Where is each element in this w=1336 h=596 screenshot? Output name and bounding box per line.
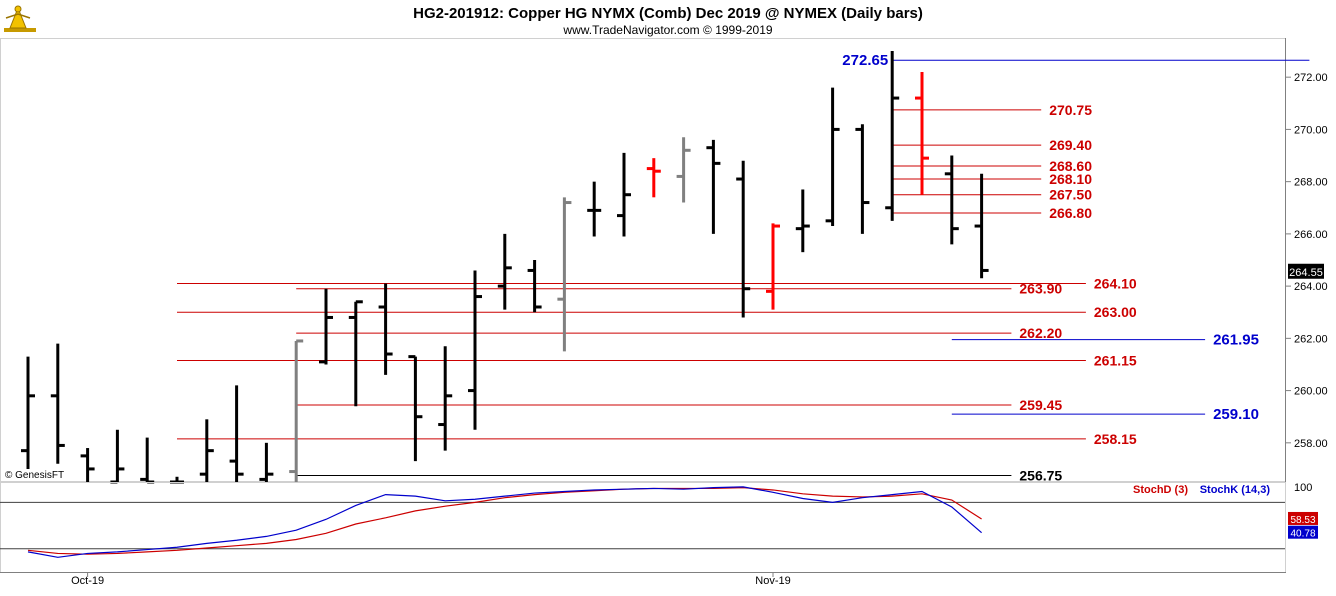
watermark-text: © GenesisFT — [5, 470, 64, 481]
stoch-axis-ticks: 100 — [1294, 482, 1312, 494]
level-label: 263.00 — [1094, 304, 1137, 320]
ohlc-bar — [825, 87, 840, 227]
level-label: 261.15 — [1094, 353, 1137, 369]
ohlc-bar — [259, 442, 274, 482]
price-tick-label: 272.00 — [1294, 72, 1328, 84]
ohlc-bar — [438, 346, 453, 451]
level-label: 256.75 — [1019, 467, 1062, 483]
stoch-panel-frame — [0, 482, 1286, 573]
ohlc-bar — [736, 160, 751, 318]
level-label: 261.95 — [1213, 332, 1259, 349]
price-tick-label: 270.00 — [1294, 124, 1328, 136]
stoch-line-d — [27, 487, 982, 555]
stoch-last-values: 58.53 40.78 — [1288, 511, 1318, 540]
ohlc-bar — [199, 419, 214, 482]
level-label: 259.10 — [1213, 406, 1259, 423]
level-label: 272.65 — [842, 52, 888, 69]
ohlc-bar — [50, 343, 65, 464]
trading-navigator-logo-icon — [4, 5, 36, 32]
level-label: 259.45 — [1019, 397, 1062, 413]
level-label: 270.75 — [1049, 102, 1092, 118]
price-bars — [21, 51, 989, 484]
ohlc-bar — [80, 448, 95, 482]
ohlc-bar — [706, 139, 721, 234]
stoch-lines — [27, 486, 982, 558]
price-tick-label: 258.00 — [1294, 438, 1328, 450]
ohlc-bar — [21, 356, 35, 469]
ohlc-bar — [319, 288, 333, 365]
price-tick-label: 262.00 — [1294, 333, 1328, 345]
ohlc-bar — [497, 233, 512, 310]
price-tick-label: 264.00 — [1294, 281, 1328, 293]
ohlc-bar — [348, 300, 363, 407]
ohlc-bar — [557, 197, 572, 352]
ohlc-bar — [408, 355, 423, 462]
level-label: 268.60 — [1049, 158, 1092, 174]
ohlc-bar — [587, 181, 602, 237]
ohlc-bar — [766, 223, 780, 310]
price-axis-ticks: 258.00 260.00 262.00 264.00 266.00 268.00 270.… — [1285, 72, 1328, 450]
ohlc-bar — [378, 283, 393, 375]
ohlc-bar — [855, 124, 870, 234]
level-label: 268.10 — [1049, 171, 1092, 187]
price-tick-label: 260.00 — [1294, 386, 1328, 398]
level-label: 264.10 — [1094, 276, 1137, 292]
ohlc-bar — [885, 51, 900, 221]
stoch-last-label: 40.78 — [1290, 529, 1315, 540]
level-label: 263.90 — [1019, 281, 1062, 297]
x-tick-label: Nov-19 — [755, 575, 790, 587]
legend-stoch-d: StochD (3) — [1133, 484, 1188, 496]
level-label: 269.40 — [1049, 137, 1092, 153]
stoch-tick-label: 100 — [1294, 482, 1312, 494]
last-price-marker: 264.55 — [1288, 263, 1324, 279]
level-label: 267.50 — [1049, 187, 1092, 203]
ohlc-bar — [795, 189, 810, 253]
stoch-line-k — [27, 486, 982, 558]
legend-stoch-k: StochK (14,3) — [1200, 484, 1271, 496]
ohlc-bar — [229, 385, 244, 482]
stoch-last-marker: 40.78 — [1288, 525, 1318, 540]
last-price-label: 264.55 — [1289, 267, 1323, 279]
ohlc-bar — [915, 71, 929, 195]
ohlc-bar — [676, 137, 691, 203]
x-axis-labels: Oct-19 Nov-19 — [71, 572, 791, 587]
chart-title: HG2-201912: Copper HG NYMX (Comb) Dec 20… — [413, 5, 923, 22]
ohlc-bar — [170, 476, 184, 484]
ohlc-bar — [289, 339, 304, 482]
stoch-last-marker: 58.53 — [1288, 511, 1318, 526]
price-tick-label: 266.00 — [1294, 229, 1328, 241]
ohlc-bar — [646, 158, 661, 198]
level-label: 266.80 — [1049, 205, 1092, 221]
x-tick-label: Oct-19 — [71, 575, 104, 587]
ohlc-bar — [944, 155, 959, 245]
stoch-last-label: 58.53 — [1290, 515, 1315, 526]
price-tick-label: 268.00 — [1294, 177, 1328, 189]
ohlc-bar — [468, 270, 482, 430]
stoch-guides — [0, 501, 1285, 550]
ohlc-bar — [527, 260, 542, 313]
level-label: 258.15 — [1094, 431, 1137, 447]
price-panel-frame — [0, 38, 1286, 482]
ohlc-bar — [974, 173, 989, 279]
ohlc-bar — [617, 152, 631, 237]
ohlc-bar — [140, 437, 155, 484]
level-label: 262.20 — [1019, 325, 1062, 341]
ohlc-bar — [110, 429, 125, 484]
chart-subtitle: www.TradeNavigator.com © 1999-2019 — [562, 23, 772, 37]
